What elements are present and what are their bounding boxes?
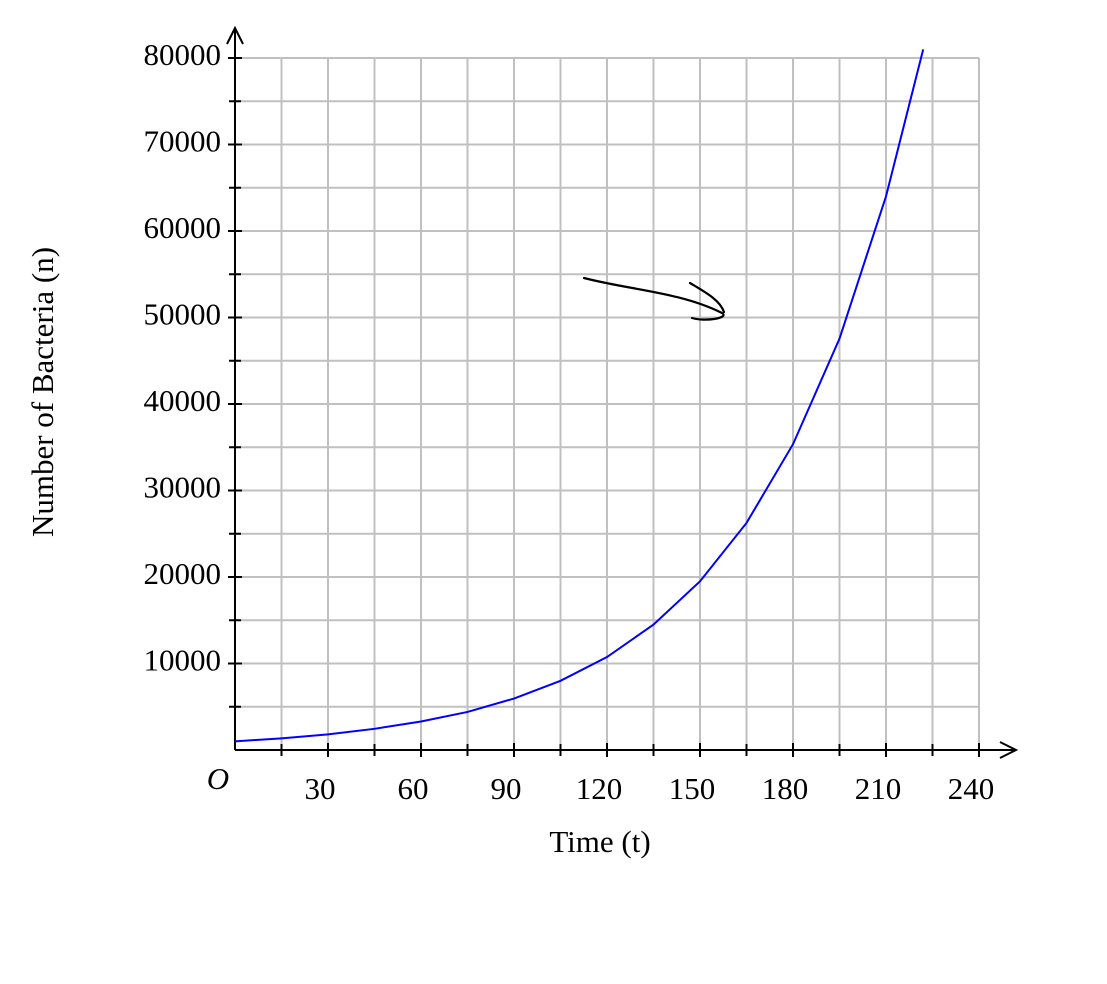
x-axis-arrow <box>999 741 1019 759</box>
x-tick-label: 120 <box>576 771 623 806</box>
y-tick-label: 70000 <box>144 124 222 159</box>
y-tick-label: 20000 <box>144 556 222 591</box>
y-tick-label: 30000 <box>144 470 222 505</box>
x-tick-label: 180 <box>762 771 809 806</box>
axes <box>226 25 1019 759</box>
x-axis-title: Time (t) <box>549 824 650 859</box>
x-tick-label: 240 <box>948 771 995 806</box>
x-tick-label: 30 <box>305 771 336 806</box>
handwritten-annotation <box>582 276 726 321</box>
origin-label: O <box>207 761 229 796</box>
y-tick-label: 40000 <box>144 383 222 418</box>
y-axis-title: Number of Bacteria (n) <box>25 247 60 537</box>
y-tick-label: 50000 <box>144 297 222 332</box>
y-tick-label: 80000 <box>144 37 222 72</box>
y-axis-arrow <box>226 25 244 45</box>
y-tick-label: 60000 <box>144 210 222 245</box>
data-line <box>234 49 925 743</box>
x-tick-label: 90 <box>491 771 522 806</box>
y-tick-label: 10000 <box>144 643 222 678</box>
x-tick-label: 150 <box>669 771 716 806</box>
grid <box>235 57 980 750</box>
x-tick-label: 210 <box>855 771 902 806</box>
x-tick-label: 60 <box>398 771 429 806</box>
